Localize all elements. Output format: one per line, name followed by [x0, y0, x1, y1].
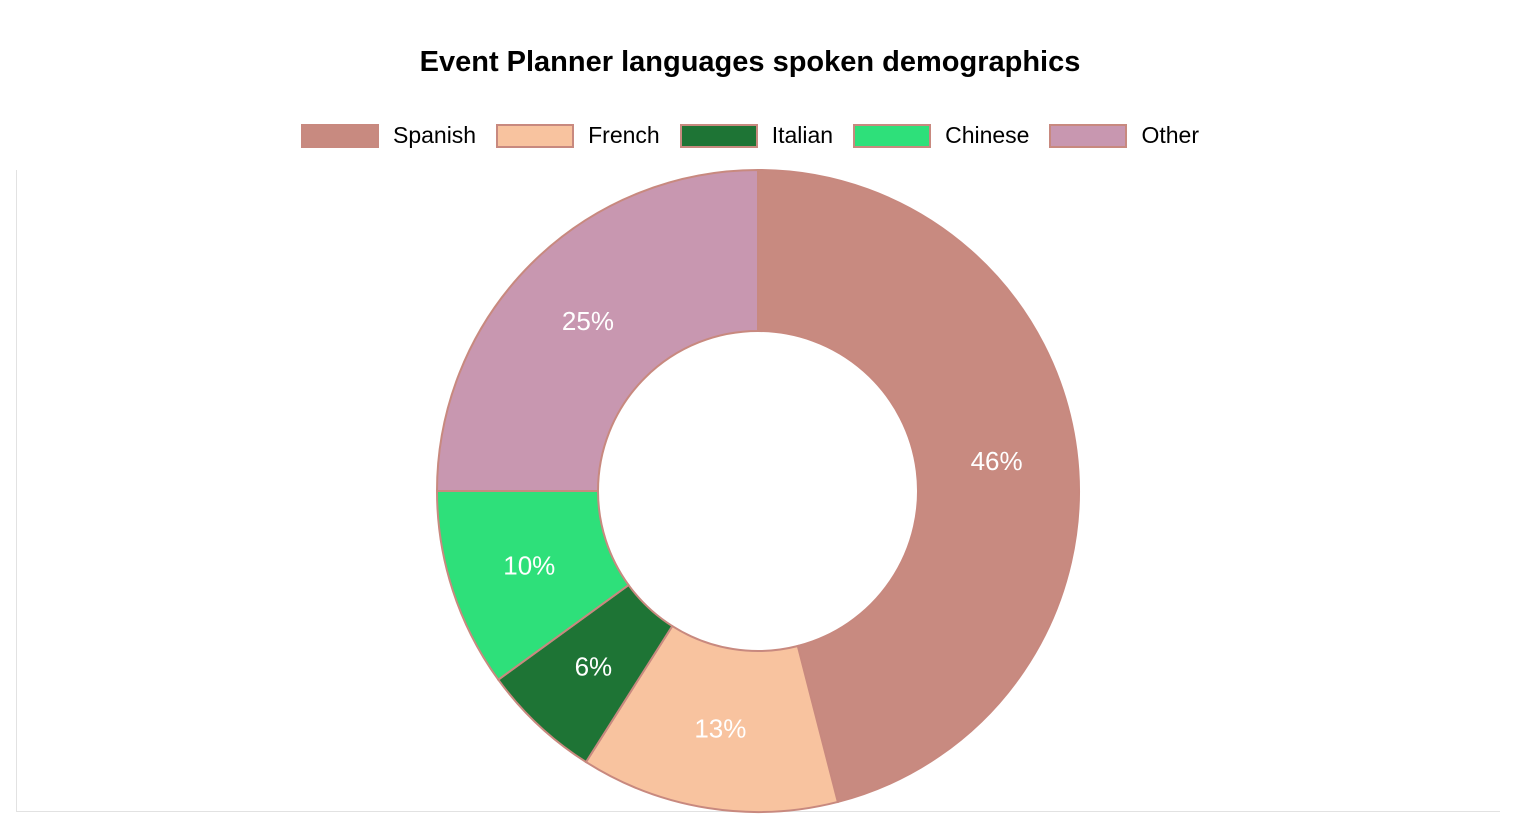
legend-swatch-other — [1049, 123, 1128, 148]
chart-title: Event Planner languages spoken demograph… — [419, 46, 1081, 78]
legend-item-french[interactable]: French — [496, 122, 660, 149]
legend-item-chinese[interactable]: Chinese — [853, 122, 1029, 149]
legend-label-chinese: Chinese — [945, 122, 1030, 148]
slice-spanish[interactable] — [757, 168, 1080, 804]
legend-item-other[interactable]: Other — [1049, 122, 1199, 149]
slice-label-spanish: 46% — [971, 446, 1023, 476]
legend: Spanish French Italian Chinese Other — [0, 122, 1500, 149]
slice-other[interactable] — [435, 168, 759, 492]
legend-label-spanish: Spanish — [392, 122, 477, 148]
legend-item-italian[interactable]: Italian — [679, 122, 834, 149]
legend-label-french: French — [588, 122, 660, 148]
slice-label-chinese: 10% — [503, 550, 555, 580]
chart-frame-left — [16, 170, 17, 812]
legend-swatch-chinese — [853, 123, 932, 148]
legend-label-italian: Italian — [771, 122, 834, 148]
legend-swatch-spanish — [300, 123, 379, 148]
legend-swatch-italian — [679, 123, 758, 148]
legend-label-other: Other — [1141, 122, 1199, 148]
slice-french[interactable] — [584, 624, 840, 813]
slice-label-french: 13% — [694, 714, 746, 744]
slice-label-italian: 6% — [575, 651, 613, 681]
legend-item-spanish[interactable]: Spanish — [300, 122, 477, 149]
legend-swatch-french — [496, 123, 575, 148]
slice-label-other: 25% — [562, 306, 614, 336]
